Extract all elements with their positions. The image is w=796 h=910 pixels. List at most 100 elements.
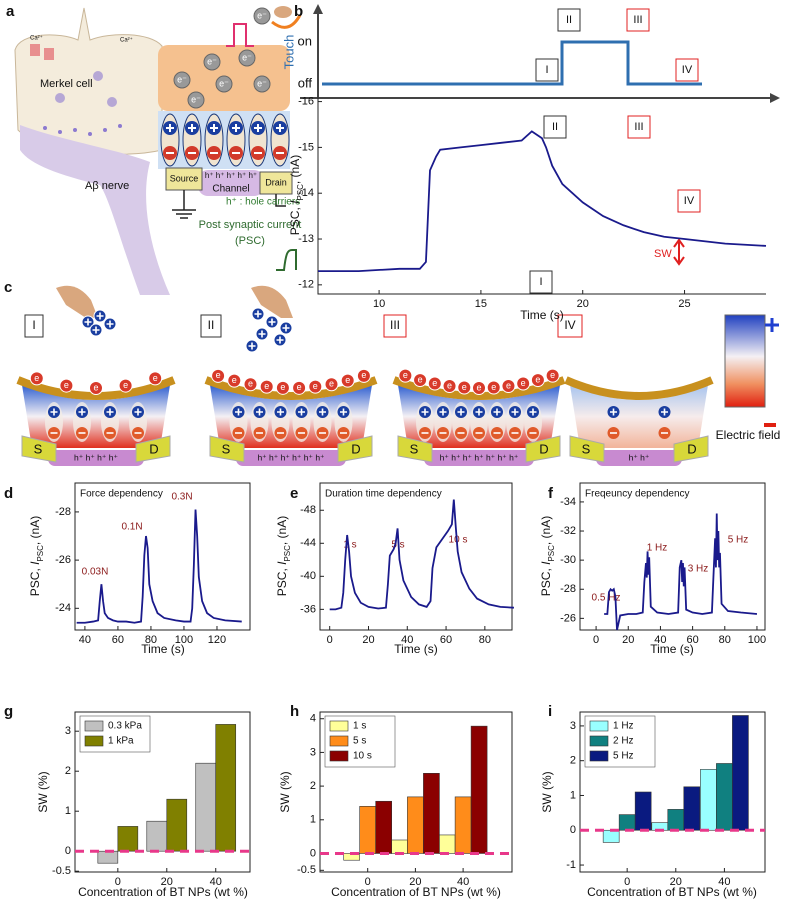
- electron-label: e: [264, 381, 269, 391]
- bar: [423, 773, 440, 854]
- data-line: [329, 499, 514, 611]
- x-tick-label: 0: [115, 876, 121, 888]
- hand: [251, 285, 293, 318]
- annotation: 3 Hz: [688, 564, 709, 575]
- chart-title: Duration time dependency: [325, 489, 442, 500]
- electron: [173, 71, 191, 89]
- bar: [700, 769, 717, 831]
- electron: [340, 373, 355, 388]
- x-tick-label: 100: [748, 634, 766, 646]
- channel: [48, 450, 144, 466]
- legend-swatch: [84, 735, 104, 747]
- electron-label: e: [329, 379, 334, 389]
- y-tick-label: -30: [560, 554, 576, 566]
- electron-label: e: [216, 370, 221, 380]
- y-tick-label: 1: [65, 805, 71, 817]
- stage-box: [557, 8, 581, 32]
- data-line: [604, 513, 758, 631]
- x-tick-label: 0: [593, 634, 599, 646]
- electron: [89, 381, 103, 395]
- bar: [602, 829, 620, 843]
- stage-box: [627, 115, 651, 139]
- electron: [516, 376, 531, 391]
- plus: [276, 124, 284, 132]
- plus: [268, 318, 276, 326]
- stage-label: IV: [684, 195, 695, 207]
- nerve-shape: [20, 125, 170, 295]
- drain-label: D: [687, 441, 696, 456]
- x-axis-label: Time (s): [650, 642, 694, 656]
- bar: [375, 800, 393, 854]
- receptor: [30, 44, 40, 56]
- y-axis-label-part: , (nA): [539, 516, 553, 545]
- drain-label: Drain: [265, 177, 287, 187]
- panel-label: e: [290, 485, 298, 502]
- y-tick-label: -48: [300, 504, 316, 516]
- axis-frame: [74, 482, 251, 631]
- y-tick-label: 2: [570, 755, 576, 767]
- electron-label: e: [93, 382, 98, 392]
- plus: [78, 408, 86, 416]
- plus: [84, 318, 92, 326]
- y-axis-label-part: , (nA): [288, 155, 302, 184]
- electron: [427, 376, 442, 391]
- plus: [276, 336, 284, 344]
- plus: [106, 320, 114, 328]
- y-tick-label: 3: [310, 746, 316, 758]
- plus: [282, 324, 290, 332]
- holes-label: h⁺ h⁺ h⁺ h⁺ h⁺ h⁺: [257, 452, 325, 462]
- x-axis-label: Time (s): [394, 642, 438, 656]
- plus: [106, 408, 114, 416]
- stage-label: IV: [682, 64, 693, 76]
- bar: [166, 798, 188, 852]
- electron-label: e⁻: [219, 78, 229, 88]
- legend-label: 1 s: [353, 721, 366, 732]
- y-tick-label: -24: [55, 602, 71, 614]
- annotation: 1 s: [343, 540, 356, 551]
- source-pad: [21, 435, 57, 463]
- electron-label: e⁻: [191, 94, 201, 104]
- y-axis-label: SW (%): [540, 771, 554, 812]
- plus: [50, 408, 58, 416]
- axis-frame: [319, 482, 513, 631]
- y-tick-label: -13: [298, 233, 314, 245]
- plus: [248, 342, 256, 350]
- plus: [92, 326, 100, 334]
- electron: [324, 377, 339, 392]
- drain-pad: [337, 435, 373, 463]
- annotation: 0.03N: [82, 567, 109, 578]
- x-tick-label: 120: [208, 634, 226, 646]
- stage-label: II: [208, 318, 215, 332]
- bar: [618, 814, 636, 831]
- plus: [254, 310, 262, 318]
- x-tick-label: 0: [624, 876, 630, 888]
- x-tick-label: 20: [670, 876, 682, 888]
- annotation: 1 Hz: [647, 543, 668, 554]
- y-axis-label-part: PSC,: [539, 565, 553, 596]
- stage-label: I: [32, 318, 35, 332]
- electron: [398, 368, 413, 383]
- electron-label: e: [432, 378, 437, 388]
- bar: [215, 724, 237, 852]
- annotation: 0.1N: [121, 522, 142, 533]
- plus: [258, 330, 266, 338]
- x-axis-label: Concentration of BT NPs (wt %): [587, 885, 757, 899]
- plus: [439, 408, 447, 416]
- hand: [274, 6, 292, 18]
- stage-box: [383, 314, 407, 338]
- electron-label: e: [280, 382, 285, 392]
- nerve-label: Aβ nerve: [85, 180, 129, 192]
- psc-icon: [276, 249, 297, 271]
- channel: [236, 450, 346, 466]
- y-tick-label: -0.5: [52, 865, 71, 877]
- y-axis-label: PSC, IPSC, (nA): [275, 516, 291, 596]
- source-label: S: [34, 441, 43, 456]
- legend-swatch: [329, 720, 349, 732]
- annotation: 0.3N: [171, 492, 192, 503]
- plus: [475, 408, 483, 416]
- x-axis-label: Time (s): [520, 308, 564, 322]
- bar: [195, 762, 217, 852]
- electron: [308, 379, 323, 394]
- electron-label: e⁻: [257, 78, 267, 88]
- electron: [259, 379, 274, 394]
